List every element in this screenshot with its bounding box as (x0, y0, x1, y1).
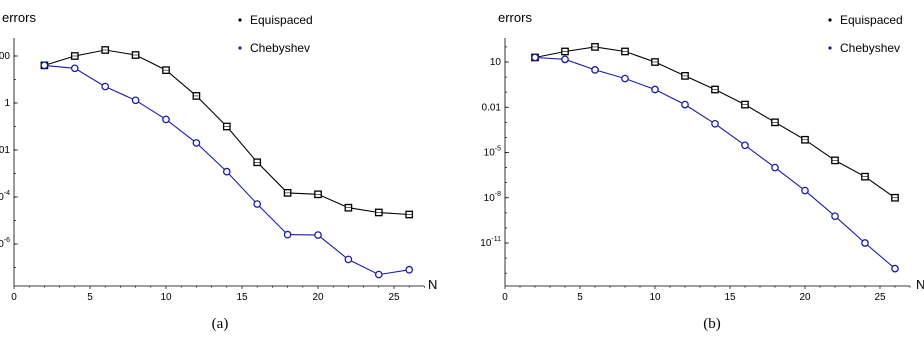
data-point-circle (561, 55, 569, 64)
chart-panel-a: errorsN051015202510010.0110-410-6Equispa… (0, 10, 437, 332)
y-tick-base: 10 (480, 238, 492, 249)
data-point-circle (801, 186, 809, 195)
legend-marker-chebyshev (828, 46, 832, 50)
y-tick-base: 0.01 (0, 145, 10, 156)
x-tick-label: 15 (724, 292, 736, 303)
y-tick-exponent: -5 (495, 146, 501, 153)
data-point-circle (621, 74, 629, 83)
y-axis-title: errors (2, 10, 36, 25)
y-tick-label: 10-4 (0, 190, 10, 203)
legend-marker-equispaced (238, 18, 242, 22)
panel-caption: (a) (212, 316, 229, 332)
x-tick-label: 25 (874, 292, 886, 303)
y-tick-base: 10 (484, 193, 496, 204)
data-point-circle (101, 82, 110, 91)
x-tick-label: 20 (312, 292, 324, 303)
y-tick-label: 10 (490, 57, 502, 68)
y-tick-base: 0.01 (482, 102, 502, 113)
data-point-circle (891, 264, 899, 273)
y-tick-label: 1 (4, 98, 10, 109)
x-tick-label: 10 (160, 292, 172, 303)
x-tick-label: 10 (649, 292, 661, 303)
data-point-circle (831, 212, 839, 221)
data-point-circle (531, 53, 539, 62)
y-tick-base: 10 (0, 239, 4, 250)
series-chebyshev: Chebyshev (40, 41, 414, 279)
legend-label-equispaced: Equispaced (840, 13, 903, 27)
data-point-circle (711, 119, 719, 128)
x-tick-label: 0 (502, 292, 508, 303)
y-tick-exponent: -4 (4, 190, 10, 197)
x-tick-label: 20 (799, 292, 811, 303)
data-point-circle (70, 64, 79, 73)
y-tick-exponent: -6 (4, 237, 10, 244)
series-chebyshev: Chebyshev (531, 41, 900, 273)
y-tick-exponent: -11 (491, 236, 501, 243)
data-point-circle (344, 255, 353, 264)
series-equispaced: Equispaced (40, 13, 414, 219)
data-point-circle (374, 270, 383, 279)
data-point-circle (591, 66, 599, 74)
data-point-circle (651, 85, 659, 94)
y-tick-label: 0.01 (482, 102, 502, 113)
data-point-circle (40, 61, 49, 70)
y-tick-label: 10-6 (0, 237, 10, 250)
data-point-circle (405, 265, 414, 274)
legend-label-chebyshev: Chebyshev (250, 41, 310, 55)
x-axis-title: N (428, 277, 437, 292)
y-tick-label: 10-11 (480, 236, 501, 249)
y-tick-base: 1 (4, 98, 10, 109)
legend-marker-equispaced (828, 18, 832, 22)
y-tick-label: 100 (0, 51, 10, 62)
y-axis-title: errors (498, 10, 532, 25)
data-point-circle (314, 231, 322, 239)
x-tick-label: 25 (388, 292, 400, 303)
y-tick-base: 10 (0, 192, 4, 203)
data-point-circle (771, 163, 779, 172)
legend-label-equispaced: Equispaced (250, 13, 313, 27)
data-point-circle (253, 200, 262, 208)
data-point-circle (283, 230, 292, 239)
legend-marker-chebyshev (238, 46, 242, 50)
x-axis-title: N (916, 277, 924, 292)
y-tick-label: 10-8 (484, 191, 501, 204)
data-point-circle (861, 239, 869, 247)
series-line-equispaced (44, 49, 410, 216)
y-tick-base: 100 (0, 51, 10, 62)
data-point-circle (741, 141, 749, 150)
data-point-circle (222, 167, 231, 176)
data-point-circle (131, 96, 140, 105)
data-point-circle (192, 139, 201, 147)
panel-caption: (b) (703, 316, 721, 332)
y-tick-base: 10 (490, 57, 502, 68)
x-tick-label: 5 (577, 292, 583, 303)
data-point-circle (681, 100, 689, 109)
x-tick-label: 0 (11, 292, 17, 303)
y-tick-label: 10-5 (484, 146, 501, 159)
x-tick-label: 15 (236, 292, 248, 303)
y-tick-label: 0.01 (0, 145, 10, 156)
y-tick-base: 10 (484, 148, 496, 159)
y-tick-exponent: -8 (495, 191, 501, 198)
legend-label-chebyshev: Chebyshev (840, 41, 900, 55)
series-equispaced: Equispaced (531, 13, 903, 202)
data-point-circle (162, 115, 170, 124)
x-tick-label: 5 (87, 292, 93, 303)
